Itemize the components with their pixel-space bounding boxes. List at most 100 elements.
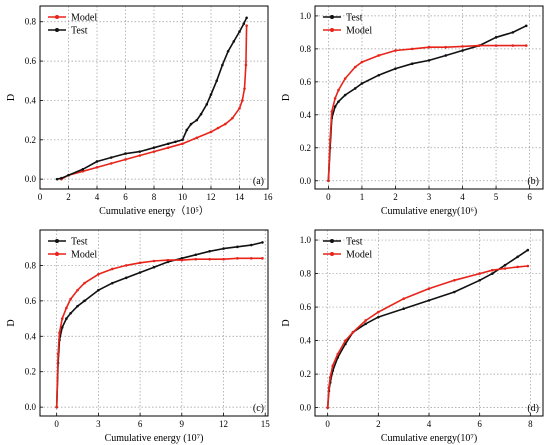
panel-c-series-test-point-4 [65, 317, 68, 320]
panel-a-series-test-point-18 [215, 79, 218, 83]
panel-a-legend-test-label: Test [71, 26, 88, 37]
chart-c: 0 3 6 9 12 15 0.0 0.2 0.4 0.6 0.8 Cumulative energy… [6, 229, 270, 444]
panel-a-ylabel: D [6, 94, 17, 101]
panel-d-xtick-label-4: 8 [528, 419, 533, 429]
panel-c-ytick-label-0: 0.0 [25, 402, 37, 412]
panel-b-series-test-point-3 [333, 105, 337, 108]
panel-d-series-model-point-2 [328, 376, 332, 379]
panel-a-xtick-label-5: 10 [178, 192, 188, 202]
panel-b-xtick-label-3: 3 [427, 192, 432, 202]
panel-a-series-test-point-17 [209, 93, 213, 96]
panel-b-series-model-point-2 [330, 110, 334, 113]
panel-d-series-model-point-10 [427, 287, 431, 290]
panel-b-xtick-label-6: 6 [527, 192, 532, 202]
panel-b-series-test-point-7 [360, 82, 364, 85]
panel-c-ytick-label-1: 0.2 [25, 367, 36, 377]
panel-a-series-test-point-23 [242, 22, 246, 26]
panel-a-series-test-point-21 [232, 40, 236, 43]
panel-a-series-test-point-10 [174, 140, 177, 144]
panel-b-series-model-point-6 [353, 65, 357, 69]
panel-b-ylabel: D [281, 94, 292, 101]
panel-c-xlabel: Cumulative energy (10⁷) [105, 433, 204, 444]
panel-a-series-model-point-12 [216, 126, 220, 130]
panel-c-series-test-point-11 [138, 271, 142, 274]
panel-a-series-test-line [56, 17, 248, 180]
panel-c-series-model-point-13 [166, 258, 170, 262]
panel-a-series-test-point-8 [152, 146, 156, 149]
panel-c-series-model-point-9 [110, 267, 114, 271]
panel-b-series-test-point-12 [444, 54, 448, 57]
panel-b-ytick-label-1: 0.2 [300, 143, 311, 153]
chart-b: 0 1 2 3 4 5 6 0.0 0.2 0.4 0.6 0.8 1.0 Cumulative ener… [281, 5, 544, 217]
panel-a-series-model-point-5 [124, 158, 127, 161]
panel-c-series-model-point-8 [97, 272, 100, 276]
panel-c-series-model-point-10 [124, 264, 128, 267]
panel-b-series-model-point-11 [427, 45, 431, 49]
panel-a-xtick-label-6: 12 [207, 192, 216, 202]
panel-c-series-test-point-19 [250, 243, 253, 247]
panel-a-series-test-point-24 [245, 16, 248, 20]
panel-b-series-model-line [327, 44, 527, 181]
panel-c-series-test-point-3 [60, 326, 64, 329]
panel-b-series-test-point-16 [511, 31, 515, 34]
panel-b-xtick-label-0: 0 [326, 192, 331, 202]
panel-a-series-model-point-7 [152, 150, 156, 153]
panel-b-series-model-point-4 [337, 88, 340, 92]
panel-b-series-test-point-10 [410, 62, 414, 66]
panel-d-series-test-point-10 [427, 299, 431, 302]
panel-d-series-model-point-15 [516, 265, 519, 269]
panel-d-ytick-label-0: 0.0 [300, 403, 312, 413]
panel-d-series-test-point-11 [453, 290, 456, 294]
panel-a-series-test-point-22 [238, 30, 241, 33]
panel-c-series-model-point-7 [83, 281, 86, 285]
panel-b-series-test-point-11 [427, 59, 431, 62]
panel-d-xlabel: Cumulative energy(10⁷) [381, 433, 477, 444]
panel-b-series-test-point-15 [494, 36, 498, 39]
panel-a-series-test-point-16 [205, 103, 209, 106]
panel-c-series-model-point-17 [222, 257, 225, 261]
panel-c-legend-test-marker [55, 239, 59, 243]
panel-c-series-model-point-6 [76, 288, 79, 292]
panel-a-series-model-point-13 [223, 122, 227, 126]
panel-c-series-test-point-5 [69, 311, 72, 315]
panel-a-series-model-point-10 [195, 136, 199, 140]
panel-d-series-model-point-12 [478, 272, 481, 275]
panel-b-series-model-point-5 [343, 77, 347, 80]
panel-a-legend-model-marker [55, 15, 59, 19]
panel-b-series-model-point-8 [377, 54, 381, 57]
panel-c-series-test-point-16 [208, 249, 211, 253]
panel-c-series-model-point-2 [58, 331, 61, 335]
panel-b-ytick-label-2: 0.4 [300, 110, 312, 120]
panel-d-ytick-label-1: 0.2 [300, 369, 311, 379]
panel-d-series-test-point-13 [491, 272, 494, 275]
panel-a-series-test-point-15 [199, 112, 203, 116]
panel-b-series-test-point-6 [353, 87, 357, 90]
panel-c-xtick-label-1: 3 [96, 419, 101, 429]
panel-a-series-test-point-11 [181, 138, 184, 142]
panel-d-series-model-point-5 [344, 339, 347, 342]
panel-d-series-test-point-12 [478, 278, 481, 282]
panel-c-series-test-point-7 [83, 299, 86, 303]
panel-c-ytick-label-4: 0.8 [25, 260, 37, 270]
panel-d-series-model-point-13 [491, 268, 494, 272]
panel-b-series-model-point-14 [477, 44, 481, 47]
panel-a-ytick-label-3: 0.6 [25, 56, 37, 66]
panel-b-series-model-point-10 [410, 47, 414, 51]
panel-a-series-model-point-18 [244, 63, 248, 67]
panel-d-ytick-label-4: 0.8 [300, 269, 312, 279]
panel-c-label: (c) [253, 403, 264, 414]
panel-d-xtick-label-3: 6 [477, 419, 482, 429]
panel-c-series-model-point-5 [69, 297, 72, 301]
panel-a-ytick-label-1: 0.2 [25, 135, 36, 145]
panel-d-series-test-point-16 [526, 248, 530, 252]
panel-c-series-model-point-1 [56, 352, 60, 356]
panel-a-series-model-point-2 [81, 169, 85, 173]
panel-b-series-test-point-9 [394, 67, 397, 70]
panel-b-ytick-label-3: 0.6 [300, 77, 312, 87]
panel-b-legend-model-marker [330, 28, 334, 32]
panel-a-series-test-point-9 [166, 142, 170, 146]
chart-a: 0 2 4 6 8 10 12 14 16 0.0 0.2 0.4 0.6 0.8 Cumulative e… [6, 5, 273, 217]
panel-a-series-model-point-17 [243, 87, 246, 90]
panel-c-series-model-point-15 [194, 257, 198, 261]
panel-d-xtick-label-2: 4 [427, 419, 432, 429]
